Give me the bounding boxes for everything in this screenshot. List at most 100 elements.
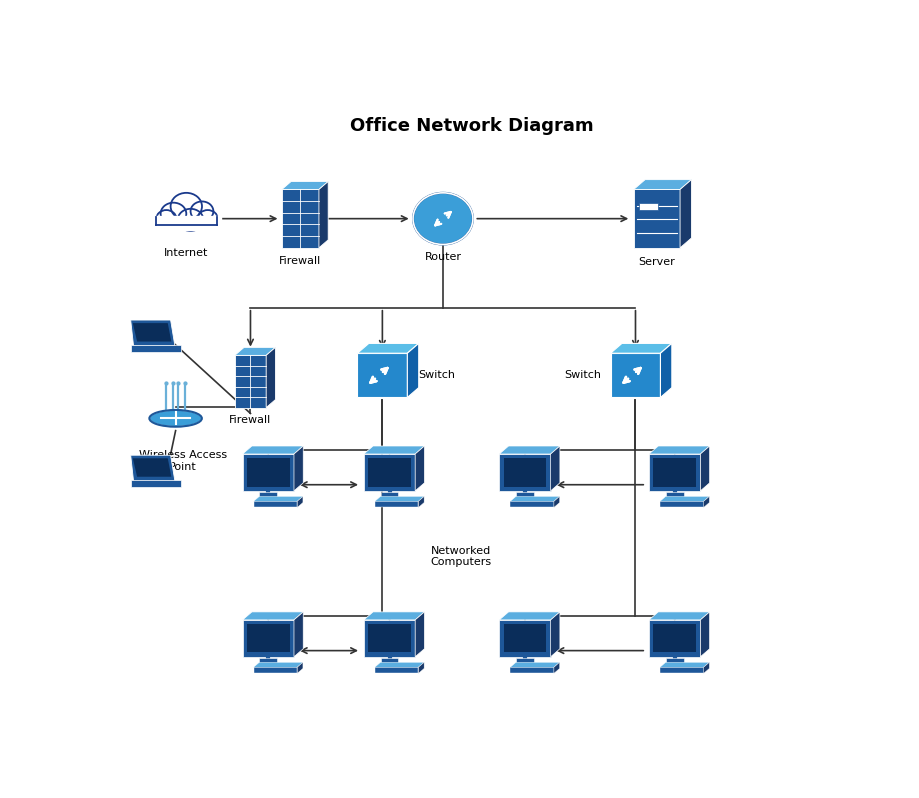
Polygon shape: [659, 662, 709, 667]
Circle shape: [170, 193, 202, 220]
FancyBboxPatch shape: [259, 658, 277, 666]
FancyBboxPatch shape: [648, 620, 699, 657]
Polygon shape: [679, 180, 691, 248]
Polygon shape: [132, 323, 171, 342]
Text: Server: Server: [638, 257, 675, 267]
Polygon shape: [553, 662, 559, 674]
FancyBboxPatch shape: [659, 667, 703, 674]
Polygon shape: [243, 446, 303, 454]
Polygon shape: [703, 662, 709, 674]
Bar: [152, 216, 221, 230]
Polygon shape: [363, 446, 424, 454]
Polygon shape: [281, 181, 328, 189]
Polygon shape: [130, 320, 175, 346]
Text: Firewall: Firewall: [229, 415, 271, 425]
FancyBboxPatch shape: [610, 354, 660, 397]
FancyBboxPatch shape: [380, 658, 398, 666]
FancyBboxPatch shape: [510, 667, 553, 674]
Polygon shape: [234, 347, 275, 355]
Polygon shape: [699, 612, 709, 657]
Polygon shape: [418, 662, 424, 674]
Polygon shape: [319, 181, 328, 248]
FancyBboxPatch shape: [243, 454, 294, 491]
Polygon shape: [499, 612, 560, 620]
Polygon shape: [414, 446, 424, 491]
FancyBboxPatch shape: [254, 667, 297, 674]
FancyBboxPatch shape: [259, 492, 277, 500]
FancyBboxPatch shape: [503, 624, 546, 653]
FancyBboxPatch shape: [648, 454, 699, 491]
Polygon shape: [357, 343, 418, 354]
FancyBboxPatch shape: [516, 492, 533, 500]
FancyBboxPatch shape: [374, 501, 418, 508]
Polygon shape: [660, 343, 671, 397]
FancyBboxPatch shape: [510, 501, 553, 508]
Polygon shape: [699, 446, 709, 491]
Polygon shape: [659, 496, 709, 501]
Ellipse shape: [149, 410, 201, 427]
FancyBboxPatch shape: [665, 492, 683, 500]
Polygon shape: [418, 496, 424, 508]
FancyBboxPatch shape: [130, 345, 180, 352]
Polygon shape: [374, 496, 424, 501]
Polygon shape: [374, 662, 424, 667]
Polygon shape: [297, 496, 302, 508]
FancyBboxPatch shape: [652, 624, 696, 653]
FancyBboxPatch shape: [246, 624, 289, 653]
Polygon shape: [130, 455, 175, 481]
Text: Switch: Switch: [417, 370, 455, 381]
Polygon shape: [254, 496, 302, 501]
FancyBboxPatch shape: [246, 458, 289, 487]
Text: Router: Router: [424, 252, 461, 263]
FancyBboxPatch shape: [499, 454, 550, 491]
FancyBboxPatch shape: [281, 189, 319, 248]
FancyBboxPatch shape: [363, 620, 414, 657]
Polygon shape: [294, 446, 303, 491]
FancyBboxPatch shape: [665, 658, 683, 666]
FancyBboxPatch shape: [380, 492, 398, 500]
Polygon shape: [550, 446, 560, 491]
Polygon shape: [254, 662, 302, 667]
Polygon shape: [499, 446, 560, 454]
FancyBboxPatch shape: [374, 667, 418, 674]
FancyBboxPatch shape: [368, 458, 411, 487]
FancyBboxPatch shape: [633, 189, 679, 248]
FancyBboxPatch shape: [652, 458, 696, 487]
Polygon shape: [610, 343, 671, 354]
Polygon shape: [553, 496, 559, 508]
Polygon shape: [510, 662, 559, 667]
FancyBboxPatch shape: [503, 458, 546, 487]
Circle shape: [177, 209, 203, 231]
FancyBboxPatch shape: [357, 354, 407, 397]
Text: Networked
Computers: Networked Computers: [430, 546, 491, 567]
Circle shape: [156, 210, 176, 227]
Polygon shape: [266, 347, 275, 408]
Circle shape: [198, 210, 218, 227]
Polygon shape: [648, 612, 709, 620]
Polygon shape: [243, 612, 303, 620]
Polygon shape: [414, 612, 424, 657]
Circle shape: [413, 193, 472, 244]
Polygon shape: [407, 343, 418, 397]
FancyBboxPatch shape: [368, 624, 411, 653]
FancyBboxPatch shape: [363, 454, 414, 491]
Text: Office Network Diagram: Office Network Diagram: [349, 117, 593, 136]
Polygon shape: [648, 446, 709, 454]
Text: Wireless Access
Point: Wireless Access Point: [139, 450, 227, 472]
Polygon shape: [633, 180, 691, 189]
Polygon shape: [297, 662, 302, 674]
Text: Firewall: Firewall: [279, 255, 321, 266]
Polygon shape: [132, 458, 171, 476]
Polygon shape: [510, 496, 559, 501]
Circle shape: [190, 201, 213, 221]
FancyBboxPatch shape: [659, 501, 703, 508]
Circle shape: [161, 203, 186, 225]
FancyBboxPatch shape: [130, 480, 180, 487]
Polygon shape: [550, 612, 560, 657]
Polygon shape: [363, 612, 424, 620]
Text: Switch: Switch: [563, 370, 601, 381]
Text: Internet: Internet: [164, 248, 209, 258]
FancyBboxPatch shape: [243, 620, 294, 657]
Polygon shape: [703, 496, 709, 508]
FancyBboxPatch shape: [638, 203, 657, 210]
